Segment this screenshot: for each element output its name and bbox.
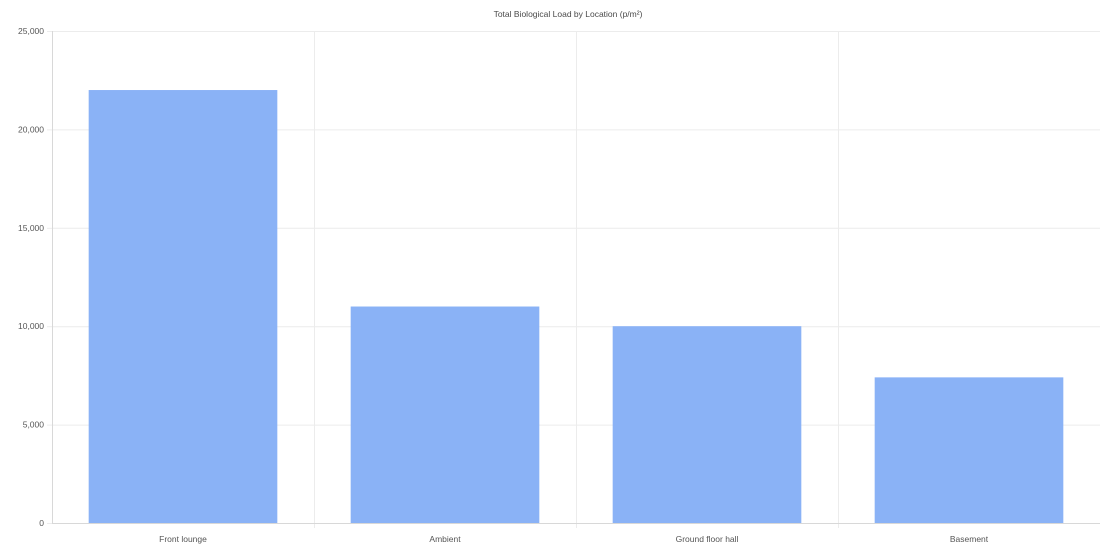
bar: [612, 326, 802, 523]
axes: [52, 31, 1100, 524]
y-tick-label: 20,000: [18, 124, 44, 134]
x-tick-label: Basement: [950, 534, 989, 544]
bars: [88, 90, 1064, 523]
y-tick-label: 10,000: [18, 321, 44, 331]
y-tick-label: 5,000: [23, 420, 45, 430]
y-tick-label: 15,000: [18, 223, 44, 233]
y-tick-label: 0: [39, 518, 44, 528]
y-tick-label: 25,000: [18, 26, 44, 36]
bar: [88, 90, 278, 523]
chart-title: Total Biological Load by Location (p/m²): [494, 9, 643, 19]
bar: [350, 306, 540, 523]
bar: [874, 377, 1064, 523]
x-tick-label: Ambient: [429, 534, 461, 544]
x-tick-label: Front lounge: [159, 534, 207, 544]
x-axis-ticks: Front lounge Ambient Ground floor hall Base…: [159, 534, 989, 544]
x-tick-label: Ground floor hall: [676, 534, 739, 544]
y-axis-ticks: 0 5,000 10,000 15,000 20,000 25,000: [18, 26, 44, 528]
